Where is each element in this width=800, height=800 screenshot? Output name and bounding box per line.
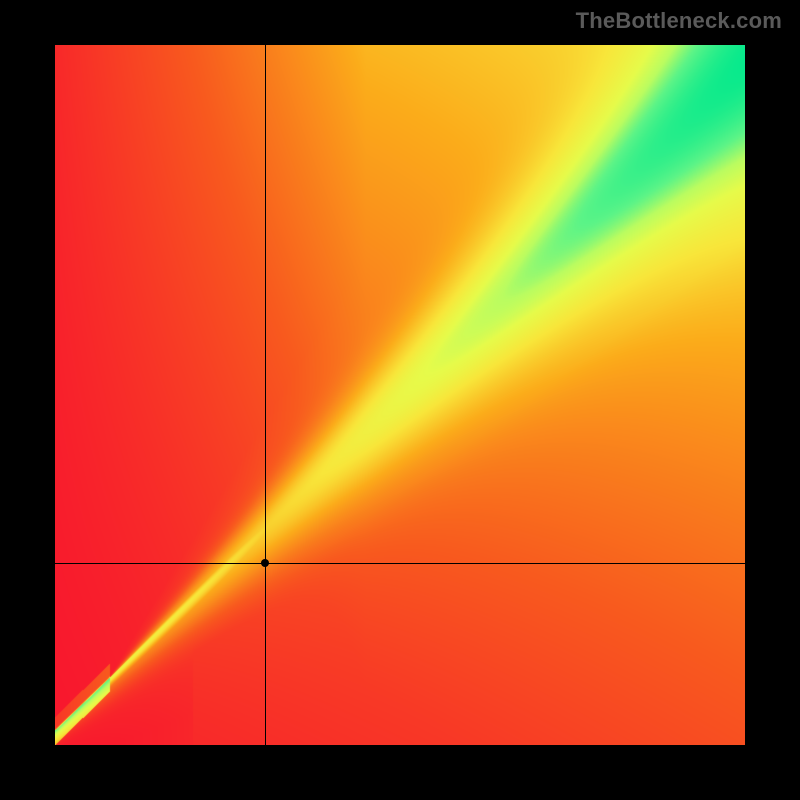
heatmap-plot-area [55,45,745,745]
crosshair-vertical [265,45,266,745]
crosshair-horizontal [55,563,745,564]
heatmap-canvas [55,45,745,745]
watermark-text: TheBottleneck.com [576,8,782,34]
marker-point [261,559,269,567]
